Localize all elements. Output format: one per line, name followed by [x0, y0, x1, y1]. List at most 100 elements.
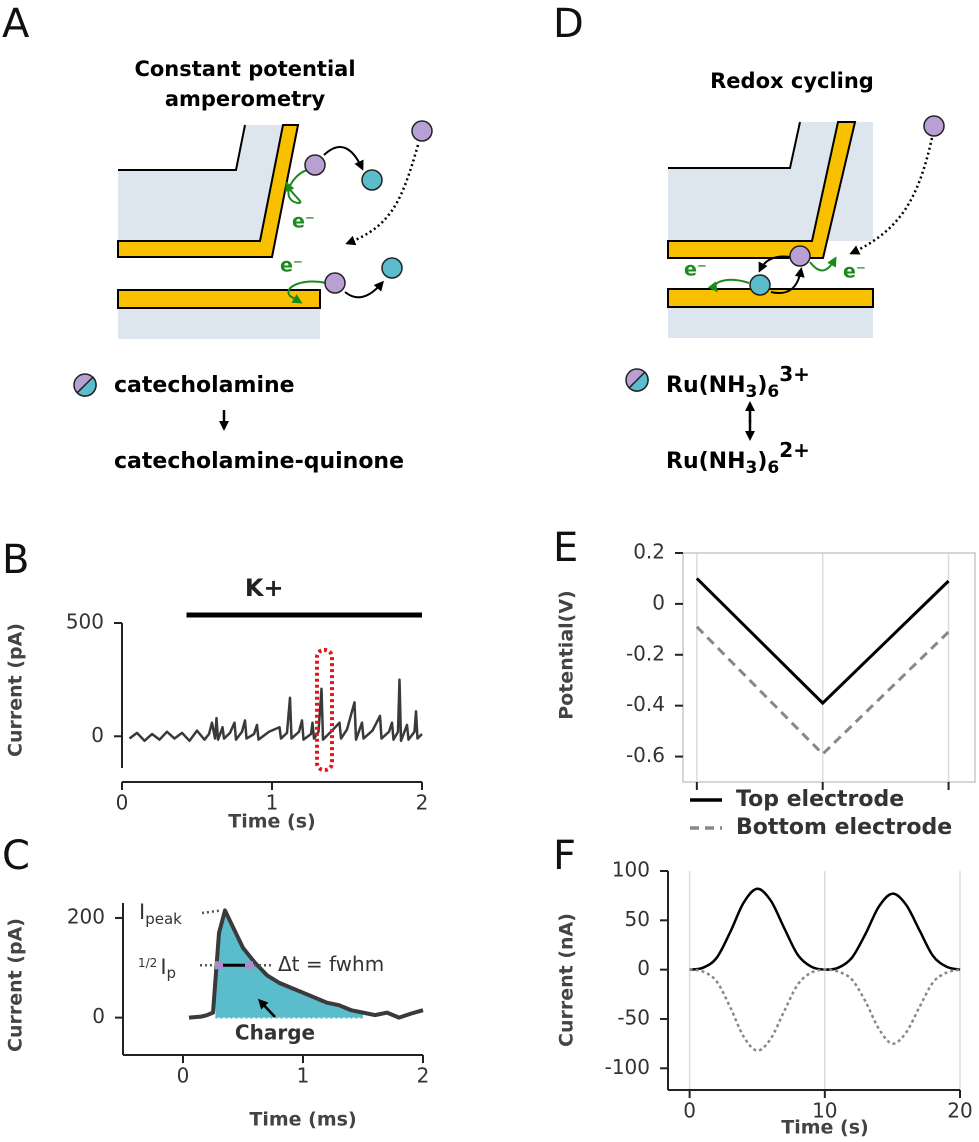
panel-label: F: [553, 833, 576, 879]
fwhm-label: Δt = fwhm: [278, 952, 384, 976]
diagram-d: D Redox cycling e⁻ e⁻ Ru(NH3)63+ Ru(NH3)…: [553, 1, 945, 479]
diagram-title: Redox cycling: [710, 69, 874, 93]
chart-panel: B 0 500 0 1 2 Time (s) Current (pA) K+: [2, 537, 428, 833]
electron-label: e⁻: [684, 259, 707, 281]
product-label: catecholamine-quinone: [114, 449, 404, 474]
edge: [118, 124, 246, 171]
x-tick-label: 2: [416, 791, 429, 815]
y-tick-label: 0: [91, 723, 104, 747]
legend-icon: [76, 376, 97, 397]
electron-arrow: [707, 279, 750, 293]
arrow: [344, 280, 384, 299]
electrode: [667, 288, 874, 308]
y-tick-label: 50: [625, 907, 650, 931]
label-part: I: [139, 900, 145, 924]
label-part: peak: [145, 910, 182, 928]
y-axis-title: Current (nA): [556, 913, 578, 1047]
formula-part: 2+: [779, 438, 810, 462]
legend-icon: [628, 371, 649, 392]
x-axis-title: Time (ms): [249, 1109, 356, 1131]
formula-part: Ru(NH: [666, 449, 745, 474]
half-label: 1/2 Ip: [138, 955, 176, 982]
y-tick-label: 200: [67, 904, 105, 928]
arrow: [323, 145, 364, 171]
arrow: [849, 137, 934, 255]
x-tick-label: 0: [683, 1099, 696, 1123]
insulator: [668, 308, 873, 338]
x-tick-label: 1: [297, 1064, 310, 1088]
series-line: [689, 968, 961, 1052]
panel-label: D: [553, 1, 584, 47]
charge-area: [215, 910, 363, 1018]
x-axis-title: Time (s): [781, 1117, 868, 1139]
y-axis-title: Potential(V): [556, 590, 578, 719]
peak-label: Ipeak: [139, 900, 182, 928]
formula-part: 3: [745, 458, 757, 478]
y-tick-label: -0.6: [626, 743, 665, 767]
y-tick-label: 0: [637, 956, 650, 980]
legend-label: Bottom electrode: [736, 815, 952, 840]
label-part: 1/2: [138, 956, 157, 970]
charge-arrow: [257, 998, 276, 1018]
y-axis-title: Current (pA): [5, 918, 27, 1052]
x-tick-label: 0: [177, 1064, 190, 1088]
chart-panel: F 100 50 0 -50 -100 0 10 20 Time (s) Current (nA): [553, 833, 973, 1139]
trace: [188, 908, 424, 1020]
diagram-title: amperometry: [165, 87, 326, 111]
panel-label: C: [2, 833, 30, 879]
x-tick-label: 1: [266, 791, 279, 815]
y-tick-label: -50: [617, 1005, 650, 1029]
formula-part: 6: [767, 458, 779, 478]
y-tick-label: 100: [612, 858, 650, 882]
molecule: [923, 115, 945, 137]
y-tick-label: -100: [605, 1055, 650, 1079]
formula-part: Ru(NH: [666, 373, 745, 398]
electrode: [117, 124, 300, 258]
y-tick-label: 0: [652, 590, 665, 614]
y-axis-title: Current (pA): [5, 623, 27, 757]
x-tick-label: 0: [116, 791, 129, 815]
arrow: [345, 144, 420, 246]
molecule: [749, 274, 771, 296]
electron-arrow: [287, 280, 327, 304]
electron-label: e⁻: [292, 211, 315, 233]
reactant-label: catecholamine: [114, 373, 295, 398]
panel-label: E: [553, 525, 578, 571]
molecule: [789, 245, 811, 267]
stimulus-label: K+: [245, 574, 284, 602]
trace: [128, 678, 423, 743]
product-label: Ru(NH3)62+: [666, 438, 810, 479]
diagram-a: A Constant potential amperometry e⁻ e⁻ c…: [2, 1, 433, 474]
x-tick-label: 2: [417, 1064, 430, 1088]
molecule: [381, 257, 403, 279]
chart-panel: E 0.2 0 -0.2 -0.4 -0.6 Potential(V) Top electro…: [553, 525, 976, 840]
charge-label: Charge: [235, 1021, 315, 1045]
insulator: [118, 125, 283, 241]
molecule: [361, 169, 383, 191]
insulator: [118, 309, 320, 339]
formula-part: 3: [745, 382, 757, 402]
formula-part: ): [757, 449, 767, 474]
electron-label: e⁻: [843, 261, 866, 283]
electrode: [117, 289, 321, 309]
x-tick-label: 10: [812, 1099, 837, 1123]
highlight: [315, 648, 334, 772]
reactant-label: Ru(NH3)63+: [666, 362, 810, 403]
leader: [201, 909, 222, 915]
molecule: [411, 120, 433, 142]
label-part: I: [160, 955, 166, 979]
fwhm-point: [245, 961, 253, 970]
electron-arrow: [809, 256, 837, 272]
x-axis-title: Time (s): [228, 811, 315, 833]
formula-part: ): [757, 373, 767, 398]
panel-label: B: [2, 537, 29, 583]
electron-label: e⁻: [280, 255, 303, 277]
formula-part: 3+: [779, 362, 810, 386]
electrode: [667, 121, 857, 259]
arrow: [770, 267, 805, 294]
y-tick-label: 500: [66, 610, 104, 634]
legend-label: Top electrode: [736, 787, 904, 812]
edge: [668, 121, 801, 169]
